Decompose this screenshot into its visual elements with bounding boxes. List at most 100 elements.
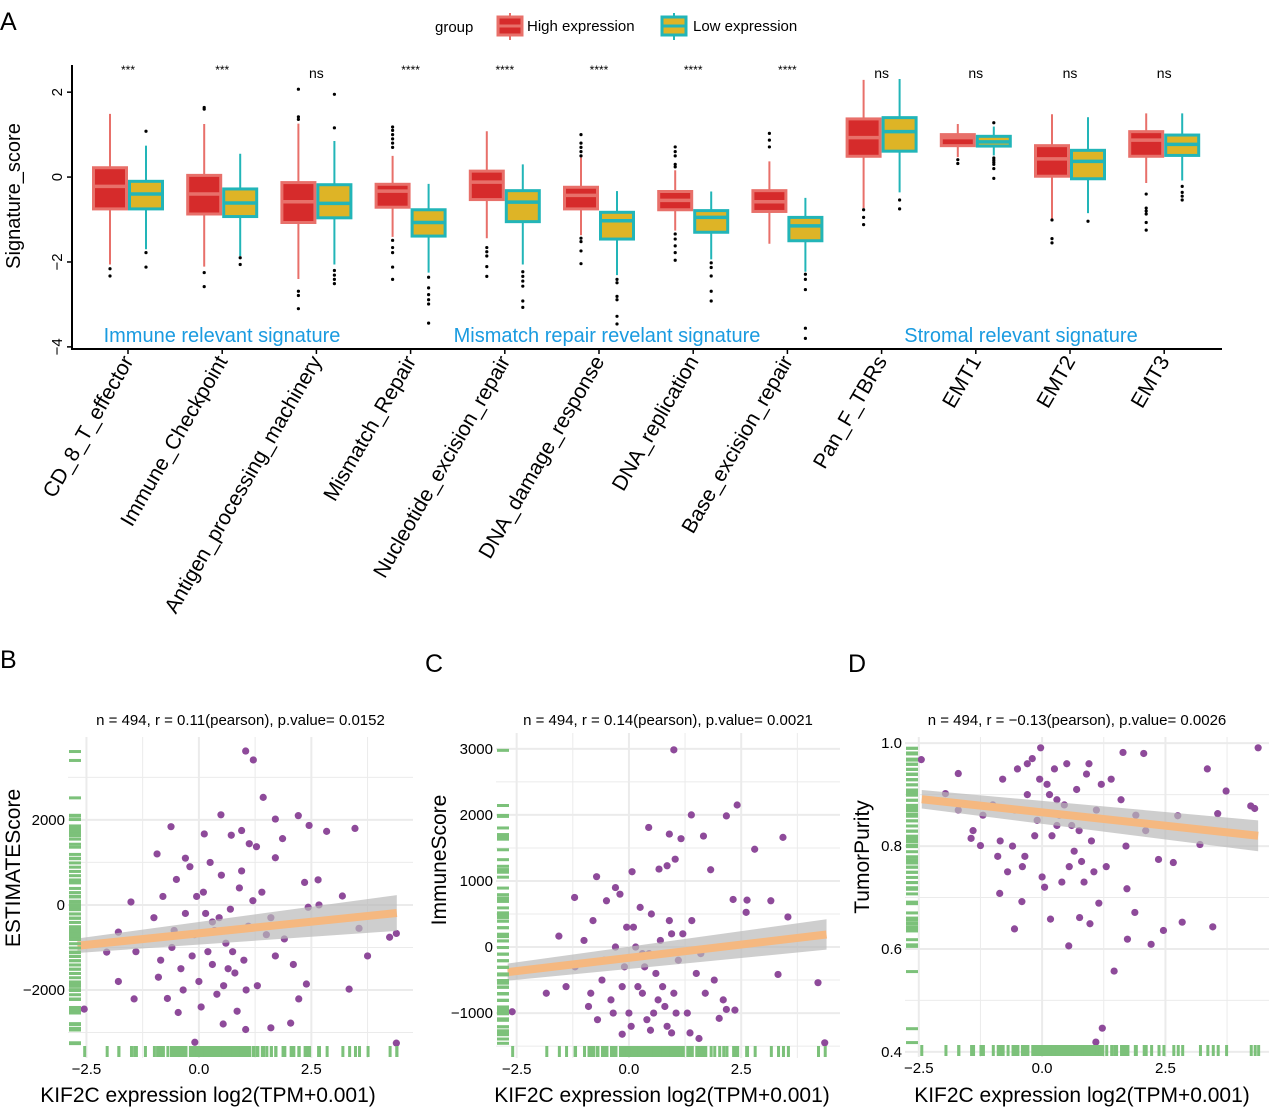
data-point xyxy=(999,775,1007,783)
outlier-high xyxy=(391,251,395,255)
rug-mark-x xyxy=(292,1046,296,1057)
data-point xyxy=(628,868,636,876)
rug-mark-x xyxy=(1134,1045,1138,1056)
scatter-panel-immune: −2.5 0.0 2.5 3000 2000 1000 0 −1000 n = 494, r =… xyxy=(428,712,840,1107)
rug-mark-x xyxy=(583,1046,587,1057)
outlier-low xyxy=(992,121,996,125)
rug-mark-y xyxy=(69,1008,81,1012)
data-point xyxy=(114,977,122,986)
rug-mark-y xyxy=(497,864,509,868)
rug-mark-y xyxy=(497,911,509,915)
outlier-low xyxy=(1180,194,1184,198)
outlier-high xyxy=(202,284,206,289)
data-point xyxy=(253,982,261,990)
rug-mark-x xyxy=(823,1046,827,1057)
rug-mark-x xyxy=(753,1046,757,1057)
outlier-high xyxy=(579,133,583,137)
data-point xyxy=(587,989,595,997)
data-point xyxy=(186,863,194,871)
rug-mark-x xyxy=(220,1046,224,1057)
rug-mark-x xyxy=(1162,1045,1166,1056)
box-high xyxy=(939,133,976,148)
rug-mark-y xyxy=(497,912,509,916)
rug-mark-x xyxy=(1110,1045,1114,1056)
outlier-high xyxy=(108,267,112,271)
rug-mark-x xyxy=(1095,1045,1099,1056)
rug-mark-y xyxy=(906,850,918,854)
rug-mark-y xyxy=(906,970,918,974)
rug-mark-x xyxy=(206,1046,210,1057)
rug-mark-x xyxy=(587,1046,591,1057)
data-point xyxy=(1010,925,1019,933)
rug-mark-y xyxy=(497,935,509,939)
rug-mark-y xyxy=(497,965,509,969)
data-point xyxy=(1178,918,1186,926)
outlier-high xyxy=(1144,212,1148,216)
rug-mark-y xyxy=(69,993,81,997)
outlier-high xyxy=(391,137,395,141)
data-point xyxy=(1085,760,1093,768)
group-label: Immune relevant signature xyxy=(104,325,341,347)
data-point xyxy=(646,1026,655,1034)
significance-label: **** xyxy=(401,63,420,77)
category-label: Base_excision_repair xyxy=(677,352,797,537)
rug-mark-x xyxy=(996,1045,1000,1056)
rug-mark-y xyxy=(497,915,509,919)
rug-mark-y xyxy=(69,1028,81,1032)
rug-mark-y xyxy=(497,1037,509,1041)
rug-mark-x xyxy=(133,1046,137,1057)
data-point xyxy=(271,815,279,823)
rug-mark-x xyxy=(197,1046,201,1057)
significance-label: *** xyxy=(121,63,135,77)
outlier-low xyxy=(332,277,336,281)
outlier-high xyxy=(391,265,395,269)
rug-mark-x xyxy=(1144,1045,1148,1056)
rug-mark-y xyxy=(906,918,918,922)
rug-mark-y xyxy=(497,919,509,923)
data-point xyxy=(742,908,750,916)
rug-mark-x xyxy=(105,1046,109,1057)
category-label: CD_8_T_effector xyxy=(39,352,139,502)
rug-mark-x xyxy=(1113,1045,1117,1056)
rug-mark-x xyxy=(704,1046,708,1057)
data-point xyxy=(722,1005,730,1014)
rug-mark-x xyxy=(143,1046,147,1057)
rug-mark-y xyxy=(906,834,918,838)
data-point xyxy=(224,965,232,973)
rug-mark-x xyxy=(1038,1045,1042,1056)
rug-mark-y xyxy=(497,814,509,818)
outlier-high xyxy=(391,238,395,242)
rug-mark-y xyxy=(69,950,81,954)
data-point xyxy=(351,824,359,833)
data-point xyxy=(258,888,266,896)
rug-mark-x xyxy=(274,1046,278,1057)
outlier-low xyxy=(238,256,242,260)
legend-key-high xyxy=(496,13,524,40)
rug-mark-x xyxy=(173,1046,177,1057)
rug-mark-y xyxy=(69,906,81,910)
data-point xyxy=(202,909,210,918)
data-point xyxy=(1097,780,1105,788)
outlier-high xyxy=(485,274,489,279)
rug-mark-y xyxy=(69,878,81,882)
outlier-low xyxy=(521,284,525,288)
data-point xyxy=(80,1005,88,1013)
data-point xyxy=(191,1038,199,1046)
rug-mark-y xyxy=(497,836,509,840)
significance-label: **** xyxy=(778,63,797,77)
outlier-low xyxy=(332,268,336,273)
rug-mark-x xyxy=(736,1046,740,1057)
rug-mark-y xyxy=(69,899,81,903)
rug-mark-x xyxy=(117,1046,121,1057)
rug-mark-y xyxy=(906,814,918,818)
outlier-high xyxy=(862,223,866,227)
panel-letter-a: A xyxy=(0,8,17,36)
outlier-high xyxy=(1050,241,1054,245)
data-point xyxy=(132,948,140,956)
rug-mark-y xyxy=(906,944,918,948)
box-low xyxy=(787,215,824,243)
y-tick-label: 0.4 xyxy=(881,1044,902,1061)
data-point xyxy=(542,989,550,997)
data-point xyxy=(994,852,1002,860)
rug-mark-y xyxy=(906,803,918,807)
